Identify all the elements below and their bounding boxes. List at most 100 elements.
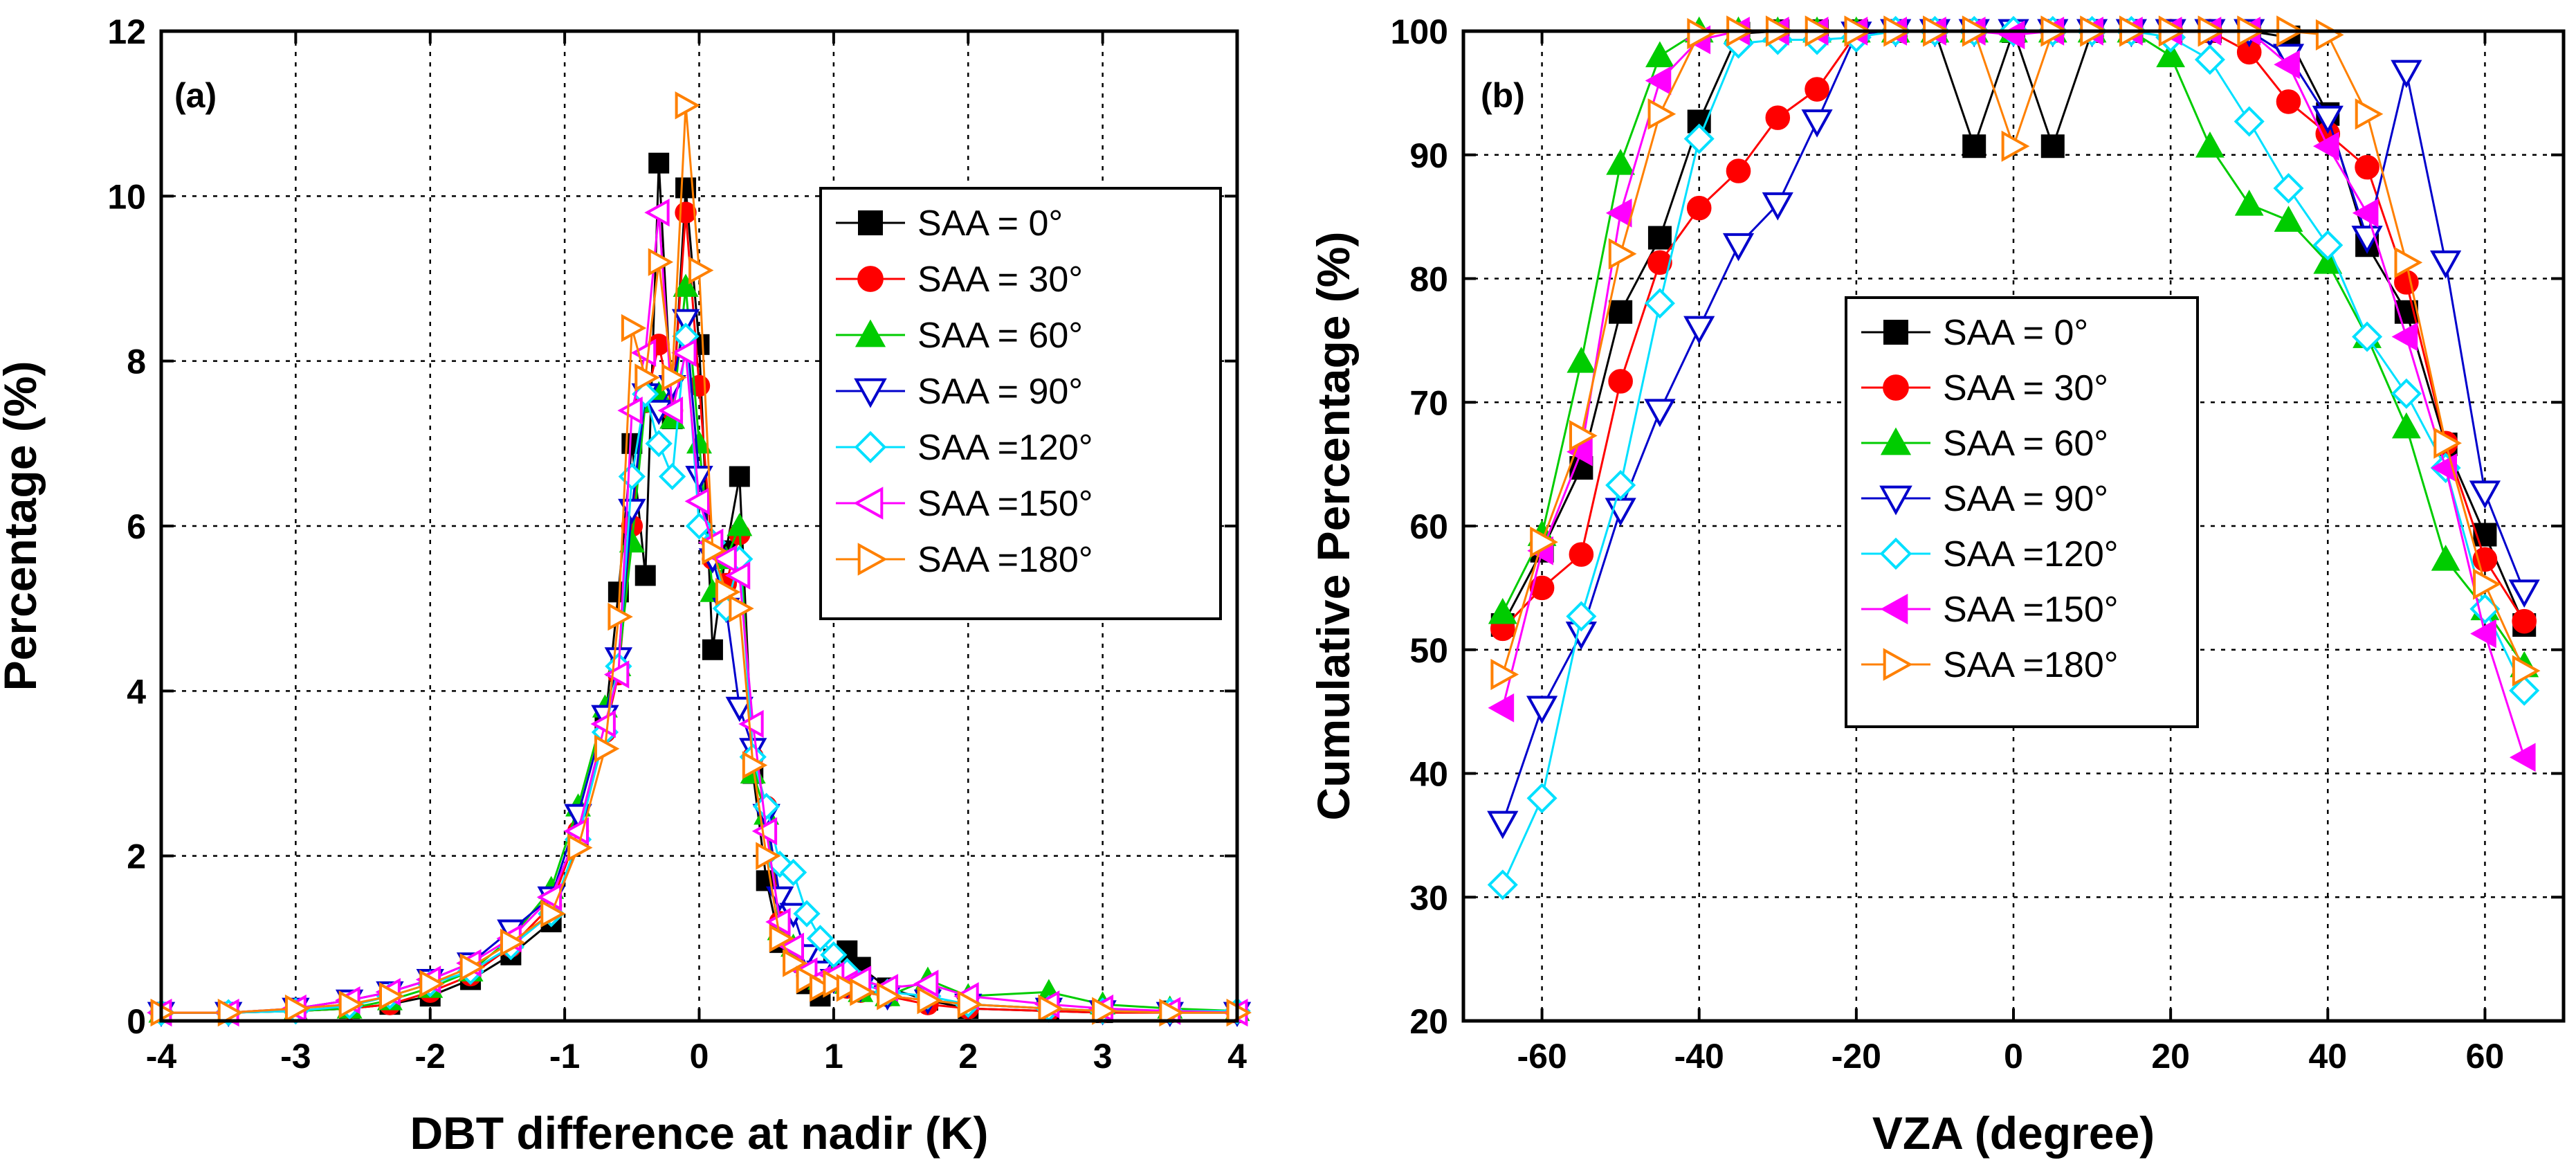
data-point <box>2274 206 2303 232</box>
y-tick-label: 10 <box>107 177 146 216</box>
legend-label: SAA = 30° <box>917 260 1083 300</box>
y-tick-label: 80 <box>1409 260 1448 299</box>
data-point <box>1644 288 1675 319</box>
data-point <box>1606 149 1636 175</box>
data-point <box>617 396 643 425</box>
data-point <box>2512 608 2537 634</box>
data-point <box>2431 545 2460 571</box>
data-point <box>634 565 656 586</box>
data-point <box>751 817 778 846</box>
legend-marker <box>858 210 883 235</box>
y-tick-label: 20 <box>1409 1002 1448 1041</box>
legend-label: SAA =120° <box>917 428 1093 468</box>
data-point <box>594 734 620 763</box>
data-point <box>2391 60 2422 89</box>
y-tick-label: 4 <box>127 672 146 711</box>
legend-marker <box>1883 320 1908 345</box>
data-point <box>1683 316 1715 345</box>
legend-item: SAA =180° <box>836 540 1093 580</box>
data-point <box>2433 427 2462 459</box>
legend-item: SAA = 30° <box>836 260 1083 300</box>
data-point <box>1526 696 1558 725</box>
legend-item: SAA =150° <box>836 484 1093 524</box>
legend-label: SAA = 0° <box>1943 313 2088 353</box>
data-point <box>1609 300 1633 324</box>
data-point <box>2312 105 2344 134</box>
y-tick-label: 8 <box>127 343 146 381</box>
legend-item: SAA =180° <box>1861 645 2119 685</box>
data-point <box>1647 98 1677 130</box>
x-tick-label: 40 <box>2308 1037 2347 1076</box>
data-point <box>850 978 875 1006</box>
data-point <box>2194 44 2225 75</box>
legend-marker <box>857 266 884 292</box>
data-point <box>738 709 764 738</box>
x-tick-label: 1 <box>824 1037 843 1076</box>
data-point <box>1529 575 1555 601</box>
data-point <box>563 817 590 846</box>
legend-label: SAA = 60° <box>1943 424 2108 464</box>
y-axis-title: Percentage (%) <box>0 361 46 691</box>
data-point <box>715 578 741 606</box>
data-point <box>648 248 674 276</box>
y-tick-label: 90 <box>1409 136 1448 175</box>
data-point <box>657 396 684 425</box>
legend-item: SAA = 0° <box>836 203 1063 244</box>
x-tick-label: 4 <box>1227 1037 1247 1076</box>
x-tick-label: 60 <box>2466 1037 2505 1076</box>
data-point <box>1683 123 1715 154</box>
series-6 <box>150 91 1252 1027</box>
data-point <box>917 986 942 1015</box>
panel-label: (b) <box>1481 76 1525 115</box>
x-tick-label: -2 <box>415 1037 446 1076</box>
data-point <box>729 594 754 623</box>
data-point <box>2315 19 2344 51</box>
data-point <box>685 466 713 491</box>
data-point <box>645 430 673 457</box>
data-point <box>1645 66 1672 96</box>
data-point <box>1762 192 1793 221</box>
x-tick-label: -20 <box>1831 1037 1881 1076</box>
legend-marker <box>854 378 887 408</box>
legend-label: SAA =150° <box>917 484 1093 524</box>
data-point <box>1805 77 1829 102</box>
data-point <box>2273 172 2304 204</box>
legend-marker <box>1883 374 1909 401</box>
data-point <box>2355 154 2379 180</box>
y-tick-label: 60 <box>1409 507 1448 546</box>
data-point <box>913 970 939 998</box>
legend-label: SAA = 0° <box>917 203 1063 244</box>
data-point <box>1159 998 1185 1027</box>
data-point <box>2469 480 2501 509</box>
data-point <box>1647 226 1672 250</box>
data-point <box>2470 619 2496 649</box>
data-point <box>702 639 723 660</box>
data-point <box>725 696 754 723</box>
data-point <box>1566 601 1597 632</box>
data-point <box>567 833 593 862</box>
data-point <box>2430 250 2462 279</box>
x-tick-label: 0 <box>690 1037 709 1076</box>
x-tick-label: 2 <box>958 1037 978 1076</box>
data-point <box>338 990 365 1019</box>
data-point <box>419 970 445 998</box>
data-point <box>1526 783 1558 814</box>
data-point <box>1608 369 1633 394</box>
legend-label: SAA =180° <box>917 540 1093 580</box>
legend: SAA = 0° SAA = 30° SAA = 60° SAA = 90° SAA =… <box>819 187 1222 620</box>
legend-marker <box>853 487 884 520</box>
plot-frame <box>1461 29 2566 1023</box>
y-tick-label: 12 <box>107 12 146 51</box>
data-point <box>2195 131 2225 158</box>
legend-item: SAA = 30° <box>1861 368 2108 408</box>
data-point <box>671 309 700 335</box>
legend-item: SAA = 90° <box>836 372 1083 412</box>
data-point <box>742 751 768 779</box>
data-point <box>1726 158 1751 183</box>
data-point <box>836 974 862 1002</box>
data-point <box>2352 198 2379 228</box>
legend-marker <box>854 431 887 464</box>
data-point <box>2512 655 2541 687</box>
data-point <box>1645 41 1674 68</box>
